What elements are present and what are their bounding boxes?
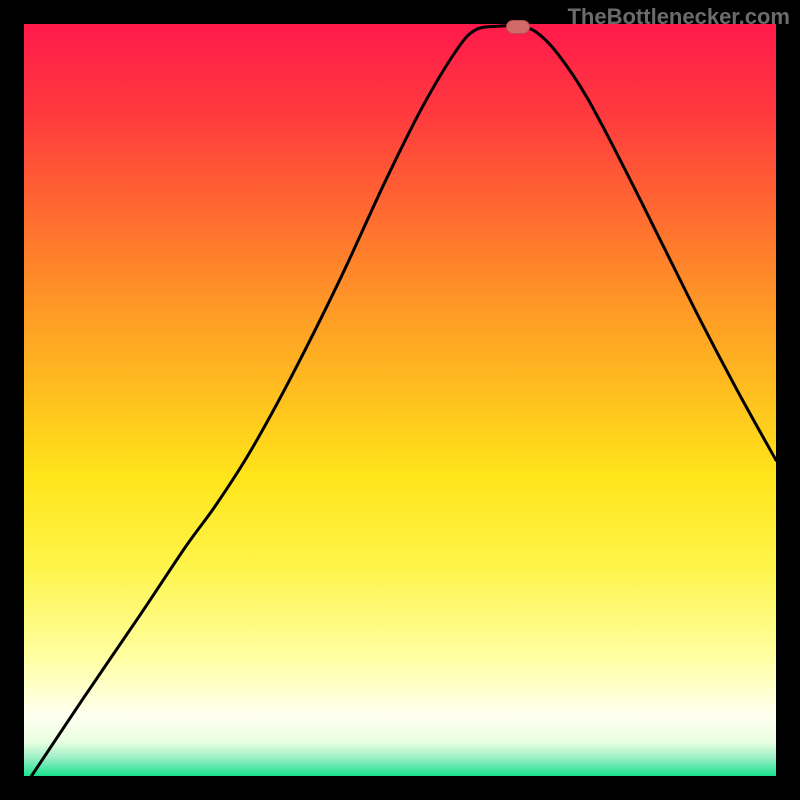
- chart-background-gradient: [24, 24, 776, 776]
- optimal-marker: [506, 20, 530, 34]
- chart-svg: [24, 24, 776, 776]
- chart-root: { "watermark": { "text": "TheBottlenecke…: [0, 0, 800, 800]
- chart-plot-area: [24, 24, 776, 776]
- watermark-text: TheBottlenecker.com: [567, 4, 790, 30]
